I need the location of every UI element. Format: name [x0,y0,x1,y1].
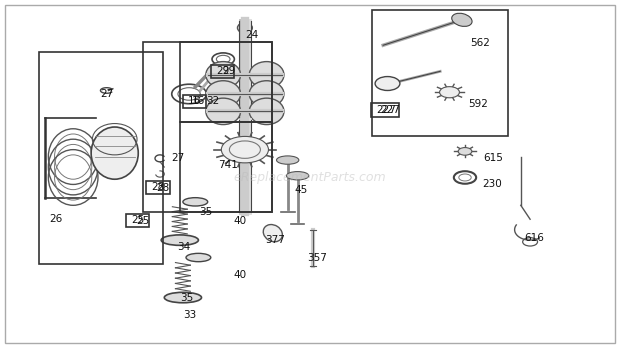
Text: 230: 230 [482,180,502,189]
Text: 28: 28 [156,183,169,193]
Ellipse shape [452,13,472,26]
Text: 28: 28 [151,182,165,192]
Text: 40: 40 [233,216,246,226]
Text: 27: 27 [171,153,184,163]
Text: 562: 562 [470,39,490,48]
Text: 16: 16 [192,96,205,106]
Text: eReplacementParts.com: eReplacementParts.com [234,171,386,184]
Text: 227: 227 [380,105,400,114]
Text: 45: 45 [294,185,308,195]
Ellipse shape [286,172,309,180]
Ellipse shape [183,198,208,206]
Text: 377: 377 [265,235,285,245]
Ellipse shape [164,292,202,303]
Text: 32: 32 [206,96,219,106]
Ellipse shape [161,235,198,245]
Ellipse shape [206,62,241,88]
Bar [180,122,272,212]
Text: 227: 227 [376,105,396,114]
Circle shape [221,136,268,163]
Ellipse shape [206,81,241,107]
Bar [126,214,149,227]
Ellipse shape [206,98,241,125]
Text: 615: 615 [484,153,503,163]
Bar [372,10,508,136]
Text: 592: 592 [468,100,488,109]
Bar [146,181,170,194]
Text: 27: 27 [100,89,113,99]
Text: 40: 40 [233,270,246,280]
Ellipse shape [277,156,299,164]
Text: 25: 25 [131,215,144,225]
Ellipse shape [249,62,284,88]
Bar [183,95,206,108]
Text: 35: 35 [180,293,193,302]
Text: 34: 34 [177,242,190,252]
Text: 24: 24 [245,30,258,40]
Circle shape [458,148,472,155]
Text: 616: 616 [524,234,544,243]
Circle shape [375,77,400,90]
Text: 741: 741 [218,160,238,170]
Bar [371,103,399,117]
Text: 16: 16 [188,96,202,106]
Ellipse shape [249,98,284,125]
Text: 29: 29 [216,66,229,76]
Text: 33: 33 [183,310,196,320]
Ellipse shape [91,127,138,179]
Bar [143,42,272,212]
Ellipse shape [249,81,284,107]
Text: 357: 357 [307,253,327,262]
Text: 29: 29 [222,66,235,76]
Text: 35: 35 [200,207,213,217]
Circle shape [440,87,459,98]
Ellipse shape [237,23,252,33]
Ellipse shape [186,253,211,262]
Text: 25: 25 [136,216,149,226]
Text: 26: 26 [50,214,63,224]
Ellipse shape [264,224,282,242]
Bar [39,52,163,264]
Bar [180,42,272,122]
Bar [211,65,234,78]
